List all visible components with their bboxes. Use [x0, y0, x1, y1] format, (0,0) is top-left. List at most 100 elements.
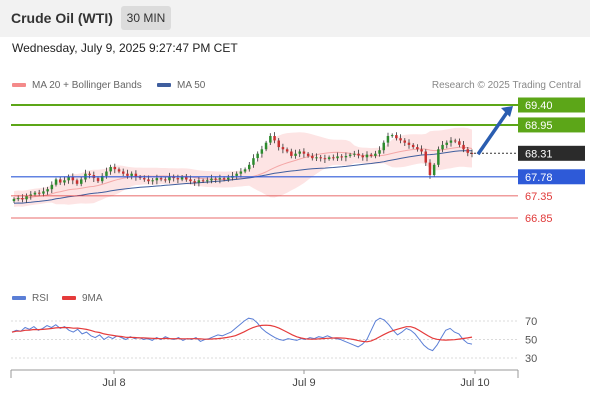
- candle-body: [159, 178, 163, 180]
- candle-body: [50, 184, 54, 190]
- timeframe-badge[interactable]: 30 MIN: [121, 6, 171, 30]
- projection-arrow: [476, 110, 510, 156]
- candle-body: [172, 176, 175, 179]
- candle: [252, 154, 255, 168]
- candle: [54, 177, 58, 187]
- candle: [59, 176, 62, 185]
- candle-body: [235, 173, 238, 176]
- candle-body: [336, 156, 339, 159]
- candle: [75, 178, 79, 186]
- level-label: 67.35: [525, 191, 553, 203]
- candle-body: [201, 180, 205, 182]
- candle-body: [33, 192, 37, 195]
- candle-body: [67, 176, 70, 181]
- candle: [201, 178, 205, 183]
- candle-body: [147, 179, 150, 182]
- rsi-ma-swatch: [62, 296, 76, 301]
- candle-body: [466, 149, 469, 153]
- candle: [369, 152, 373, 158]
- level-label: 67.78: [525, 172, 553, 184]
- candle-body: [197, 180, 201, 183]
- candle: [416, 144, 419, 152]
- candle: [180, 175, 184, 182]
- candle-body: [239, 171, 243, 174]
- x-tick-label: Jul 9: [292, 377, 315, 389]
- candle: [273, 132, 276, 144]
- candle: [277, 138, 280, 151]
- level-tag: [518, 97, 585, 113]
- candle-body: [143, 178, 146, 180]
- candle: [449, 137, 453, 147]
- candle-body: [424, 151, 427, 163]
- candle-body: [134, 173, 138, 177]
- candle: [134, 170, 138, 181]
- candle: [382, 140, 385, 154]
- candle: [25, 193, 28, 203]
- candle: [122, 168, 125, 176]
- candle: [353, 150, 356, 157]
- candle-body: [407, 142, 411, 145]
- candle: [50, 181, 54, 194]
- candle-body: [113, 167, 117, 170]
- candle: [411, 143, 415, 149]
- candle-body: [214, 178, 217, 180]
- candle: [386, 132, 390, 147]
- legend-rsi: RSI: [12, 293, 49, 304]
- candle: [151, 178, 154, 185]
- candle-body: [453, 140, 457, 142]
- candle-body: [399, 138, 402, 141]
- candle-body: [306, 153, 310, 156]
- candle: [298, 149, 301, 158]
- chart-header: Crude Oil (WTI) 30 MIN: [0, 0, 590, 37]
- candle: [96, 176, 100, 183]
- candle-body: [378, 150, 381, 154]
- candle: [462, 141, 465, 153]
- candle-body: [285, 149, 289, 152]
- candle: [407, 139, 411, 149]
- candle: [361, 153, 364, 161]
- candle: [445, 140, 448, 149]
- candle: [193, 178, 196, 186]
- candle: [243, 167, 247, 174]
- candle: [218, 174, 222, 184]
- candle-body: [281, 147, 285, 150]
- candle: [306, 152, 310, 158]
- candle: [344, 152, 348, 162]
- candle: [294, 149, 297, 159]
- candle: [390, 133, 394, 138]
- candle-body: [294, 153, 297, 156]
- candle: [210, 174, 213, 184]
- candle-body: [264, 142, 268, 150]
- candle: [71, 173, 75, 185]
- candle: [67, 174, 70, 184]
- level-tag: [518, 145, 585, 161]
- candle-body: [38, 192, 41, 194]
- projection-arrowhead: [501, 106, 513, 117]
- ma20-label: MA 20 + Bollinger Bands: [32, 80, 142, 91]
- candle: [466, 147, 469, 157]
- candle-body: [130, 173, 133, 176]
- candle: [138, 175, 142, 180]
- candle-body: [193, 181, 196, 183]
- candle: [428, 159, 432, 179]
- rsi-tick: 50: [525, 335, 537, 347]
- candle: [109, 164, 112, 175]
- candle: [80, 176, 83, 187]
- legend-ma20: MA 20 + Bollinger Bands: [12, 80, 142, 91]
- candle-body: [12, 198, 16, 202]
- candle: [29, 191, 32, 200]
- candle: [256, 151, 259, 162]
- candle: [239, 168, 243, 178]
- candle-body: [395, 135, 398, 139]
- ma50-label: MA 50: [177, 80, 206, 91]
- rsi-swatch: [12, 296, 26, 301]
- candle-body: [277, 140, 280, 148]
- candle: [348, 152, 352, 158]
- candle-body: [126, 173, 129, 176]
- candle-body: [403, 140, 406, 143]
- candle: [302, 148, 306, 158]
- candle: [336, 152, 339, 161]
- candle-body: [168, 176, 171, 181]
- candle: [319, 155, 322, 162]
